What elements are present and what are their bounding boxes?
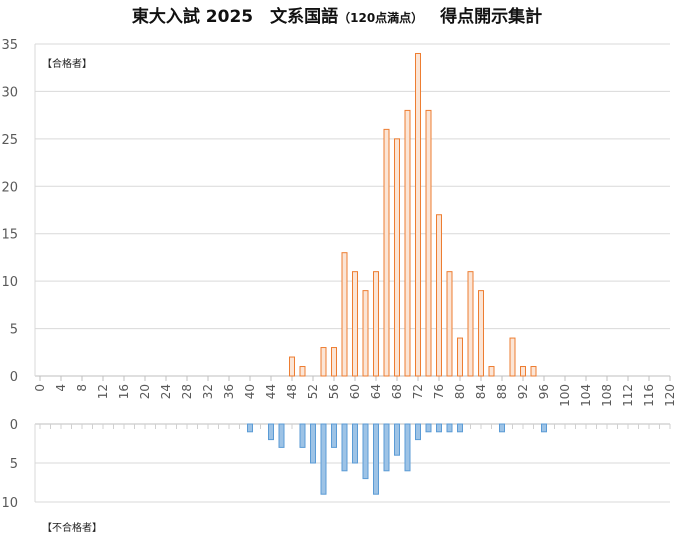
failed-label: 【不合格者】 [42, 523, 102, 534]
x-tick-label: 24 [159, 384, 173, 399]
passed-bar [383, 128, 390, 377]
failed-bar [457, 423, 463, 433]
failed-bar [331, 423, 337, 448]
passed-bar [352, 271, 358, 377]
x-tick-label: 48 [285, 384, 299, 399]
failed-bar [499, 423, 505, 433]
upper-y-tick-label: 15 [1, 228, 18, 243]
x-tick-label: 76 [432, 384, 446, 399]
x-tick-label: 64 [369, 384, 383, 399]
failed-bar [446, 423, 453, 433]
passed-label: 【合格者】 [42, 59, 92, 70]
x-tick-label: 28 [180, 384, 194, 399]
passed-bar [467, 271, 474, 377]
failed-bar [320, 423, 327, 495]
x-tick-label: 0 [33, 384, 47, 392]
x-tick-label: 72 [411, 384, 425, 399]
upper-y-tick-label: 10 [1, 275, 18, 290]
x-tick-label: 20 [138, 384, 152, 399]
failed-bar [394, 423, 400, 456]
passed-bar [362, 290, 369, 377]
passed-bar [457, 337, 463, 377]
failed-bar [247, 423, 253, 433]
failed-bar [299, 423, 306, 448]
x-tick-label: 80 [453, 384, 467, 399]
upper-y-tick-label: 20 [1, 180, 18, 195]
title-tail: 得点開示集計 [440, 7, 543, 27]
x-tick-label: 16 [117, 384, 131, 399]
x-tick-label: 108 [600, 384, 614, 407]
passed-bar [436, 214, 442, 377]
failed-bar [404, 423, 411, 472]
passed-bar [373, 271, 379, 377]
x-tick-label: 4 [54, 384, 68, 392]
x-tick-label: 8 [75, 384, 89, 392]
x-tick-label: 88 [495, 384, 509, 399]
passed-bar [289, 356, 295, 377]
x-tick-label: 104 [579, 384, 593, 407]
x-tick-label: 84 [474, 384, 488, 399]
passed-bar [320, 347, 327, 377]
passed-bar [415, 52, 421, 377]
failed-bar [436, 423, 442, 433]
passed-bar [404, 109, 411, 377]
title-sub: （120点満点） [338, 11, 418, 25]
x-tick-label: 12 [96, 384, 110, 399]
x-tick-label: 120 [663, 384, 674, 407]
x-tick-label: 60 [348, 384, 362, 399]
passed-bar [446, 271, 453, 377]
chart-title: 東大入試 2025 文系国語（120点満点） 得点開示集計 [0, 2, 674, 27]
failed-bar [268, 423, 274, 441]
x-tick-label: 96 [537, 384, 551, 399]
x-tick-label: 52 [306, 384, 320, 399]
upper-y-tick-label: 30 [1, 85, 18, 100]
title-main: 東大入試 2025 文系国語 [131, 7, 339, 27]
passed-bar [488, 366, 495, 377]
failed-bar [310, 423, 316, 464]
x-tick-label: 92 [516, 384, 530, 399]
x-tick-label: 116 [642, 384, 656, 407]
failed-bar [341, 423, 348, 472]
failed-bar [541, 423, 547, 433]
passed-bar [530, 366, 537, 377]
passed-bar [394, 138, 400, 377]
x-tick-label: 32 [201, 384, 215, 399]
failed-bar [425, 423, 432, 433]
failed-bar [278, 423, 285, 448]
passed-bar [299, 366, 306, 377]
failed-bar [415, 423, 421, 441]
upper-y-tick-label: 5 [10, 323, 18, 338]
passed-bar [425, 109, 432, 377]
failed-bar [383, 423, 390, 472]
passed-bar [520, 366, 526, 377]
x-tick-label: 44 [264, 384, 278, 399]
lower-y-tick-label: 5 [10, 457, 18, 472]
x-tick-label: 100 [558, 384, 572, 407]
lower-y-tick-label: 0 [10, 418, 18, 433]
passed-bar [509, 337, 516, 377]
x-tick-label: 40 [243, 384, 257, 399]
upper-y-tick-label: 35 [1, 38, 18, 53]
x-tick-label: 112 [621, 384, 635, 407]
upper-y-tick-label: 25 [1, 133, 18, 148]
upper-y-tick-label: 0 [10, 370, 18, 385]
x-tick-label: 56 [327, 384, 341, 399]
passed-bar [341, 252, 348, 377]
x-tick-label: 36 [222, 384, 236, 399]
x-tick-label: 68 [390, 384, 404, 399]
lower-y-tick-label: 10 [1, 496, 18, 511]
passed-bar [478, 290, 484, 377]
failed-bar [362, 423, 369, 480]
passed-bar [331, 347, 337, 377]
failed-bar [352, 423, 358, 464]
failed-bar [373, 423, 379, 495]
